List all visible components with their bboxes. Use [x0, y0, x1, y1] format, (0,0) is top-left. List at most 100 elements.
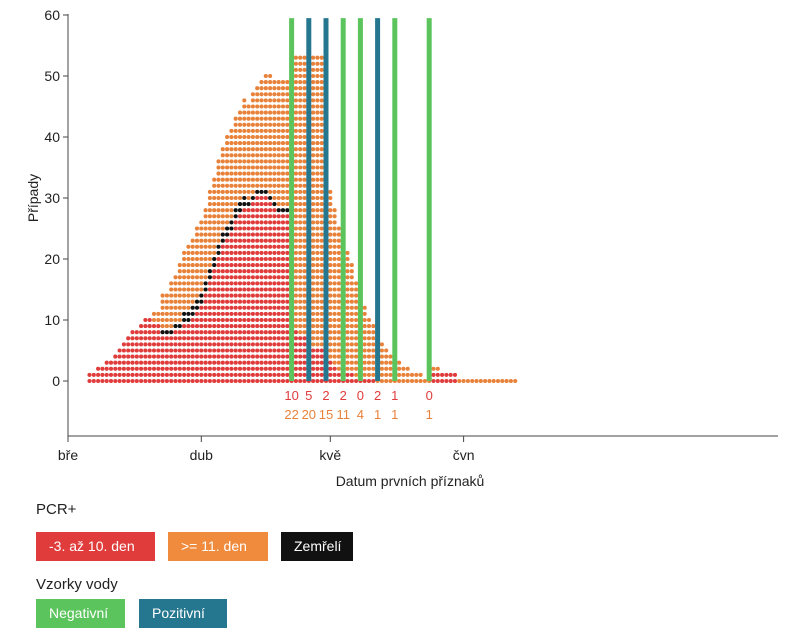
case-dot-late — [311, 195, 316, 201]
case-dot-late — [302, 299, 307, 304]
case-dot-late — [298, 275, 303, 280]
case-dot-early — [276, 342, 281, 347]
case-dot-early — [220, 311, 225, 316]
case-dot-late — [319, 281, 324, 286]
case-dot-late — [302, 159, 307, 164]
case-dot-early — [263, 305, 268, 310]
case-dot-late — [319, 250, 324, 255]
case-dot-late — [414, 372, 419, 377]
case-dot-late — [164, 311, 169, 316]
case-dot-early — [203, 324, 208, 329]
case-dot-early — [263, 311, 268, 316]
case-dot-late — [263, 92, 268, 97]
case-dot-early — [151, 330, 157, 335]
case-dot-late — [250, 177, 255, 182]
case-dot-early — [276, 256, 281, 262]
case-dot-early — [237, 238, 243, 243]
case-dot-late — [293, 256, 298, 262]
case-dot-late — [263, 104, 268, 109]
case-dot-late — [298, 287, 303, 292]
case-dot-early — [104, 366, 109, 371]
case-dot-early — [194, 330, 200, 335]
case-dot-early — [229, 372, 234, 377]
case-dot-late — [435, 366, 440, 371]
case-dot-late — [315, 134, 320, 140]
case-dot-late — [255, 147, 260, 152]
case-dot-early — [280, 378, 286, 384]
case-dot-late — [319, 336, 324, 341]
case-dot-early — [225, 269, 230, 274]
case-dot-late — [268, 153, 273, 158]
case-dot-late — [246, 153, 251, 158]
case-dot-late — [293, 147, 298, 152]
case-dot-early — [319, 360, 324, 365]
case-dot-late — [345, 275, 350, 280]
case-dot-late — [336, 232, 341, 237]
water-sample-lines — [289, 18, 432, 381]
case-dot-early — [276, 214, 281, 219]
case-dot-late — [293, 263, 298, 268]
case-dot-late — [250, 171, 255, 176]
case-dot-early — [134, 342, 139, 347]
case-dot-early — [250, 305, 255, 310]
case-dot-early — [259, 208, 264, 213]
case-dot-late — [268, 165, 273, 170]
case-dot-early — [143, 336, 148, 341]
case-dot-late — [328, 263, 333, 268]
case-dot-late — [263, 98, 268, 103]
case-dot-late — [298, 293, 303, 298]
case-dot-late — [242, 128, 247, 133]
case-dot-early — [255, 299, 260, 304]
case-dot-early — [276, 336, 281, 341]
case-dot-early — [259, 342, 264, 347]
case-dot-dead — [242, 202, 247, 207]
case-dot-late — [225, 141, 230, 146]
case-dot-early — [276, 250, 281, 255]
case-dot-early — [280, 287, 286, 292]
case-dot-early — [452, 378, 458, 384]
case-dot-early — [233, 275, 238, 280]
case-dot-early — [207, 360, 212, 365]
case-dot-late — [345, 250, 350, 255]
case-dot-late — [315, 244, 320, 249]
case-dot-early — [272, 214, 277, 219]
case-dot-early — [242, 324, 247, 329]
case-dot-early — [237, 256, 243, 262]
case-dot-early — [242, 220, 247, 225]
case-dot-early — [237, 293, 243, 298]
case-dot-early — [207, 324, 212, 329]
case-dot-early — [104, 360, 109, 365]
case-dot-early — [246, 263, 251, 268]
case-dot-late — [298, 220, 303, 225]
case-dot-late — [203, 263, 208, 268]
case-dot-late — [272, 104, 277, 109]
case-dot-early — [259, 372, 264, 377]
case-dot-early — [164, 348, 169, 353]
case-dot-early — [250, 202, 255, 207]
case-dot-late — [280, 147, 286, 152]
case-dot-late — [255, 183, 260, 188]
case-dot-late — [315, 287, 320, 292]
case-dot-late — [354, 324, 359, 329]
case-dot-late — [311, 67, 316, 72]
case-dot-late — [302, 330, 307, 335]
case-dot-late — [203, 256, 208, 262]
case-dot-late — [328, 354, 333, 359]
case-dot-early — [117, 360, 122, 365]
case-dot-early — [160, 354, 165, 359]
case-dot-late — [461, 378, 466, 384]
case-dot-early — [160, 360, 165, 365]
case-dot-early — [194, 342, 200, 347]
case-dot-early — [272, 378, 277, 384]
case-dot-early — [272, 263, 277, 268]
case-dot-late — [298, 159, 303, 164]
case-dot-early — [237, 250, 243, 255]
case-dot-late — [298, 208, 303, 213]
case-dot-early — [207, 330, 212, 335]
case-dot-early — [242, 372, 247, 377]
case-dot-late — [349, 366, 354, 371]
case-dot-late — [255, 104, 260, 109]
case-dot-late — [328, 293, 333, 298]
case-dot-early — [190, 348, 195, 353]
case-dot-early — [225, 311, 230, 316]
